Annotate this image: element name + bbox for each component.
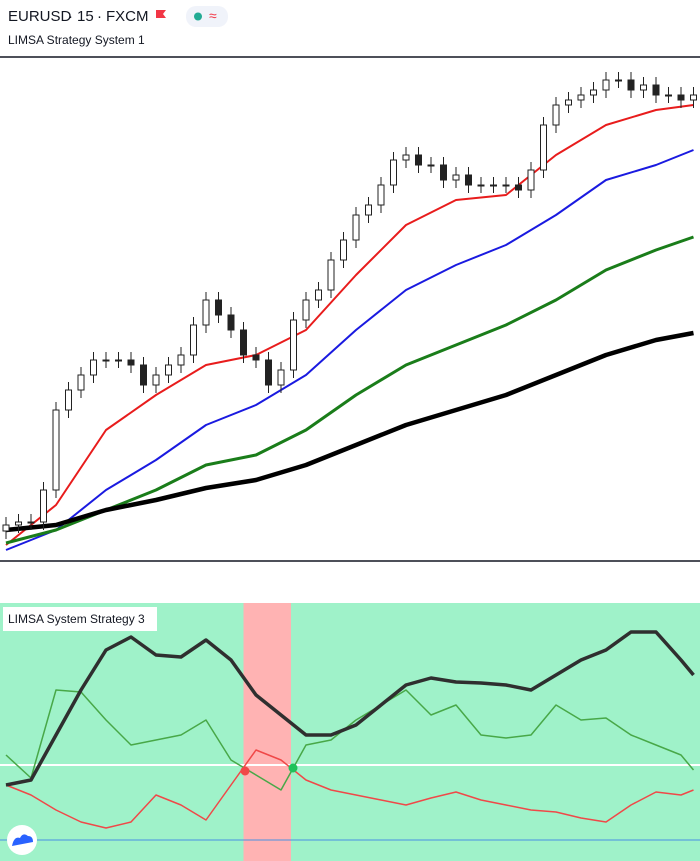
candle-body <box>477 184 485 187</box>
pane-background <box>0 603 700 861</box>
candle-body <box>240 329 247 356</box>
pane-label-box <box>3 607 157 631</box>
candle-body <box>577 94 585 101</box>
signal-dot <box>288 763 298 773</box>
candle-body <box>677 94 685 101</box>
candle-body <box>127 359 135 366</box>
candle-body <box>290 319 297 371</box>
candle-body <box>77 374 85 391</box>
candle-body <box>252 354 260 361</box>
candle-body <box>190 324 197 356</box>
candle-body <box>440 164 447 181</box>
candle-body <box>427 164 435 167</box>
pane-title: LIMSA System Strategy 3 <box>8 612 145 626</box>
interval[interactable]: 15 <box>77 8 94 25</box>
candle-body <box>515 184 522 191</box>
price-pane <box>2 72 697 551</box>
status-dot <box>194 12 202 21</box>
candle-body <box>140 364 147 386</box>
candle-body <box>665 94 672 97</box>
signal-band <box>243 603 291 861</box>
status-icon: ≈ <box>209 8 217 24</box>
candle-body <box>690 94 697 101</box>
moving-average <box>5 235 694 545</box>
separator: · <box>68 8 73 25</box>
candle-body <box>15 521 22 526</box>
candle-body <box>65 389 72 411</box>
candle-body <box>365 204 372 216</box>
oscillator-pane <box>0 603 700 861</box>
candle-body <box>227 314 235 331</box>
candle-body <box>165 364 172 376</box>
candle-body <box>615 79 622 82</box>
candle-body <box>377 184 385 206</box>
status-pill[interactable] <box>186 6 228 27</box>
candle-body <box>502 184 510 187</box>
candle-body <box>102 359 110 362</box>
candle-body <box>215 299 222 316</box>
candle-body <box>490 184 497 187</box>
moving-average <box>5 104 694 546</box>
oscillator-line <box>5 689 695 791</box>
candle-body <box>627 79 635 91</box>
candle-body <box>352 214 360 241</box>
candle-body <box>640 84 647 91</box>
logo-mark <box>12 834 33 846</box>
candle-body <box>177 354 185 366</box>
candle-body <box>402 154 410 161</box>
candle-body <box>327 259 335 291</box>
candle-body <box>27 521 35 524</box>
symbol[interactable]: EURUSD <box>8 8 72 25</box>
candle-body <box>277 369 285 386</box>
candle-body <box>115 359 122 362</box>
candle-body <box>52 409 60 491</box>
oscillator-line <box>5 749 694 829</box>
candle-body <box>90 359 97 376</box>
candle-body <box>390 159 397 186</box>
candle-body <box>315 289 322 301</box>
moving-average <box>5 330 694 533</box>
candle-body <box>540 124 547 171</box>
candle-body <box>452 174 460 181</box>
signal-dot <box>240 766 250 776</box>
candle-body <box>152 374 160 386</box>
candle-body <box>465 174 472 186</box>
candle-body <box>527 169 535 191</box>
candle-body <box>340 239 347 261</box>
candle-body <box>2 524 10 532</box>
candle-body <box>565 99 572 106</box>
candle-body <box>652 84 660 96</box>
candle-body <box>202 299 210 326</box>
pane-title: LIMSA Strategy System 1 <box>8 33 145 47</box>
moving-average <box>5 149 694 551</box>
candle-body <box>415 154 422 166</box>
candle-body <box>265 359 272 386</box>
candle-body <box>40 489 47 523</box>
candle-body <box>552 104 560 126</box>
candle-body <box>590 89 597 96</box>
flag-icon[interactable] <box>156 10 166 18</box>
oscillator-line <box>5 630 695 787</box>
candle-body <box>302 299 310 321</box>
exchange: FXCM <box>106 8 149 25</box>
separator: · <box>97 8 102 25</box>
candle-body <box>602 79 610 91</box>
